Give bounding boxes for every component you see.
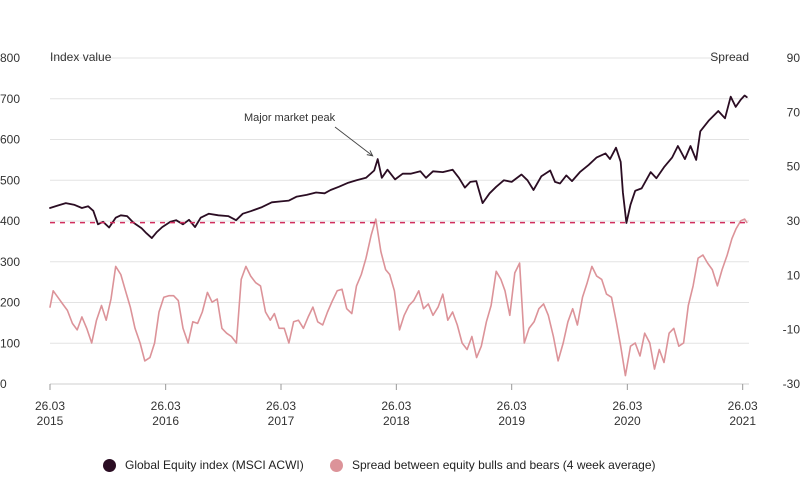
right-axis-ticks: -30 -10 10 30 50 70 90	[783, 51, 800, 391]
x-tick-label-date: 26.03	[728, 399, 758, 413]
annotation-label: Major market peak	[244, 112, 336, 124]
left-tick-label: 0	[0, 377, 7, 391]
legend-dot-equity-index	[103, 458, 116, 472]
annotation-group: Major market peak	[244, 112, 374, 157]
left-axis-title: Index value	[50, 50, 112, 64]
right-tick-label: -30	[783, 377, 800, 391]
x-tick-label-year: 2015	[37, 414, 64, 428]
x-tick-label-year: 2016	[152, 414, 179, 428]
legend-dot-spread	[330, 458, 343, 472]
left-axis-ticks: 0 100 200 300 400 500 600 700 800	[0, 51, 20, 391]
left-tick-label: 600	[0, 133, 20, 147]
right-tick-label: 70	[787, 105, 800, 119]
legend-label-spread: Spread between equity bulls and bears (4…	[352, 458, 656, 472]
legend-label-equity-index: Global Equity index (MSCI ACWI)	[125, 458, 304, 472]
right-tick-label: 10	[787, 268, 800, 282]
annotation-arrow-head	[366, 150, 374, 157]
left-tick-label: 200	[0, 296, 20, 310]
x-tick-label-date: 26.03	[266, 399, 296, 413]
right-tick-label: 30	[787, 214, 800, 228]
legend: Global Equity index (MSCI ACWI) Spread b…	[0, 458, 800, 478]
x-tick-label-date: 26.03	[497, 399, 527, 413]
x-tick-label-date: 26.03	[35, 399, 65, 413]
legend-item-spread: Spread between equity bulls and bears (4…	[330, 458, 656, 472]
right-tick-label: 50	[787, 160, 800, 174]
legend-item-equity-index: Global Equity index (MSCI ACWI)	[103, 458, 304, 472]
left-tick-label: 800	[0, 51, 20, 65]
left-tick-label: 300	[0, 255, 20, 269]
x-tick-label-date: 26.03	[612, 399, 642, 413]
x-tick-label-year: 2017	[268, 414, 295, 428]
x-tick-label-year: 2018	[383, 414, 410, 428]
series-line-spread	[49, 218, 748, 377]
left-tick-label: 500	[0, 173, 20, 187]
x-axis-ticks: 26.03201526.03201626.03201726.03201826.0…	[35, 384, 758, 428]
chart: 0 100 200 300 400 500 600 700 800 -30 -10 10 30 50 70…	[0, 50, 800, 428]
x-tick-label-date: 26.03	[381, 399, 411, 413]
right-tick-label: -10	[783, 323, 800, 337]
x-tick-label-date: 26.03	[151, 399, 181, 413]
x-tick-label-year: 2019	[498, 414, 525, 428]
right-axis-title: Spread	[710, 50, 749, 64]
left-tick-label: 400	[0, 214, 20, 228]
left-tick-label: 700	[0, 92, 20, 106]
series-line-equity-index	[49, 94, 748, 239]
x-tick-label-year: 2021	[729, 414, 756, 428]
left-tick-label: 100	[0, 336, 20, 350]
right-tick-label: 90	[787, 51, 800, 65]
annotation-arrow-line	[334, 126, 373, 157]
grid	[50, 57, 749, 385]
series-lines	[49, 94, 748, 377]
x-tick-label-year: 2020	[614, 414, 641, 428]
